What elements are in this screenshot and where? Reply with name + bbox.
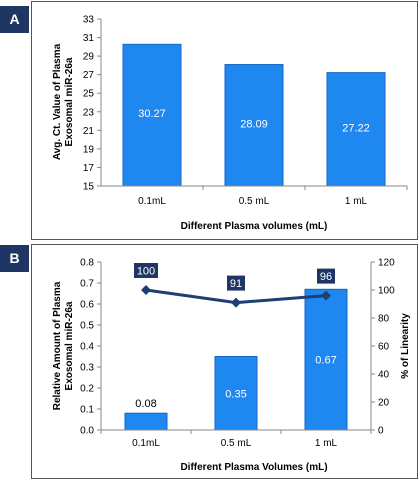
chart-b-line-point <box>321 290 331 301</box>
chart-b-ytick-label: 0.5 <box>80 321 94 332</box>
chart-a-ytick-label: 15 <box>83 182 95 193</box>
chart-b-line-label-box <box>134 263 158 278</box>
chart-a-ytick-label: 25 <box>83 89 95 100</box>
chart-a-ylabel-line1: Avg. Ct. Value of Plasma <box>52 43 63 160</box>
chart-b-line-label-box <box>227 275 245 291</box>
chart-a-ylabel-line2: Exosomal miR-26a <box>64 57 75 146</box>
chart-a-data-label: 28.09 <box>240 118 268 130</box>
chart-b-xtick-label: 1 mL <box>315 438 338 449</box>
chart-a-ytick-label: 23 <box>83 107 95 118</box>
chart-b-ytick-label: 0.1 <box>80 405 94 416</box>
chart-b-ytick-label: 0.3 <box>80 363 94 374</box>
chart-b-ytick-label: 0.6 <box>80 300 94 311</box>
chart-a-ytick-label: 21 <box>83 126 95 137</box>
chart-b-ylabel-line1: Relative Amount of Plasma <box>52 281 63 410</box>
chart-a: 30.27 28.09 27.22 15 17 19 21 23 25 27 29 31 33 0.1m… <box>52 15 408 232</box>
panel-a-letter: A <box>9 11 19 27</box>
chart-b-ytick-label: 0.2 <box>80 384 94 395</box>
chart-a-ytick-label: 33 <box>83 15 95 26</box>
chart-b-bar <box>124 412 168 431</box>
chart-b-bar <box>214 356 258 431</box>
chart-a-ytick-label: 17 <box>83 163 95 174</box>
chart-b-bar-data-label: 0.67 <box>315 355 336 367</box>
chart-a-ytick-label: 29 <box>83 52 95 63</box>
chart-b-ytick-label: 0.8 <box>80 258 94 269</box>
panel-a-badge <box>0 6 29 33</box>
chart-b-y2tick-label: 60 <box>378 342 390 353</box>
chart-b-y2tick-label: 0 <box>378 426 384 437</box>
panel-b-badge <box>0 245 29 272</box>
chart-b-line-data-label: 96 <box>320 271 332 283</box>
chart-b-y2tick-label: 40 <box>378 370 390 381</box>
chart-b-y2tick-label: 20 <box>378 398 390 409</box>
chart-a-data-label: 30.27 <box>138 108 166 120</box>
chart-a-xlabel: Different Plasma volumes (mL) <box>181 221 328 232</box>
chart-b-ylabel-line2: Exosomal miR-26a <box>64 301 75 390</box>
chart-b-ytick-label: 0.0 <box>80 426 94 437</box>
chart-b-xtick-label: 0.1mL <box>132 438 160 449</box>
chart-a-xtick-label: 0.1mL <box>138 196 166 207</box>
chart-a-bar <box>326 72 386 187</box>
chart-b-line-point <box>231 297 241 308</box>
chart-a-ytick-label: 19 <box>83 144 95 155</box>
chart-a-ytick-label: 27 <box>83 70 95 81</box>
panel-b-letter: B <box>9 250 19 266</box>
chart-b-line-data-label: 91 <box>230 278 242 290</box>
chart-b-line-data-label: 100 <box>137 266 155 278</box>
chart-b-xlabel: Different Plasma Volumes (mL) <box>180 462 327 473</box>
chart-a-bar <box>224 64 284 187</box>
chart-b-line-point <box>141 285 151 295</box>
chart-a-ytick-label: 31 <box>83 33 95 44</box>
chart-a-data-label: 27.22 <box>342 122 370 134</box>
chart-a-bar <box>122 43 182 187</box>
chart-b-y2tick-label: 120 <box>378 258 395 269</box>
chart-b-ytick-label: 0.4 <box>80 342 94 353</box>
chart-b-y2tick-label: 100 <box>378 286 395 297</box>
chart-b: 0.08 0.35 0.67 0.0 0.1 0.2 0.3 0.4 0.5 0.6 0.7 0.8… <box>52 258 411 474</box>
chart-b-line-label-box <box>317 268 335 284</box>
chart-b-y2tick-label: 80 <box>378 314 390 325</box>
chart-b-ytick-label: 0.7 <box>80 279 94 290</box>
chart-b-xtick-label: 0.5 mL <box>221 438 252 449</box>
chart-b-bar-data-label: 0.08 <box>135 398 156 410</box>
chart-a-xtick-label: 0.5 mL <box>239 196 270 207</box>
chart-b-bar-data-label: 0.35 <box>225 388 246 400</box>
chart-b-bar <box>304 288 348 431</box>
chart-b-y2label: % of Linearity <box>400 313 411 379</box>
chart-a-xtick-label: 1 mL <box>345 196 368 207</box>
